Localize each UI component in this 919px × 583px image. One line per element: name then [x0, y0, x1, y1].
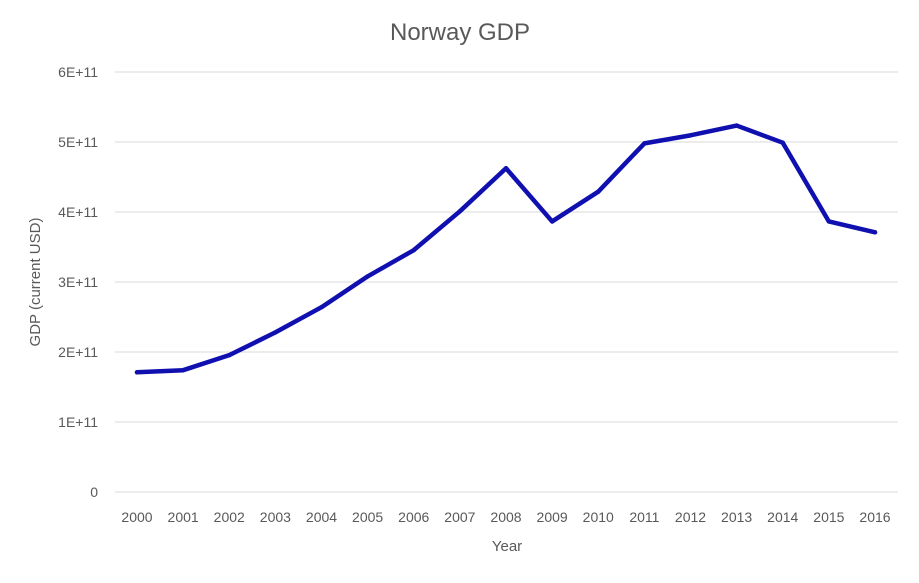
data-point: [457, 209, 463, 214]
x-tick-label: 2004: [306, 509, 337, 525]
data-point: [273, 330, 278, 335]
data-point: [549, 219, 555, 224]
y-tick-label: 0: [90, 484, 98, 500]
gridlines: [115, 71, 898, 493]
series-group: [134, 123, 878, 375]
x-tick-label: 2006: [398, 509, 429, 525]
x-tick-label: 2012: [675, 509, 706, 525]
data-point: [365, 274, 370, 279]
x-tick-label: 2002: [214, 509, 245, 525]
data-point: [503, 166, 509, 171]
y-tick-label: 4E+11: [58, 204, 98, 220]
data-point: [411, 247, 416, 253]
y-tick-label: 6E+11: [58, 64, 98, 80]
x-tick-label: 2010: [583, 509, 614, 525]
data-point: [227, 352, 232, 358]
x-tick-label: 2011: [629, 509, 659, 525]
x-tick-label: 2015: [813, 509, 844, 525]
y-tick-label: 1E+11: [58, 414, 98, 430]
data-point: [734, 123, 739, 128]
data-point: [826, 219, 832, 224]
x-tick-label: 2013: [721, 509, 752, 525]
x-axis-ticks: 2000 2001 2002 2003 2004 2005 2006 2007 2008 2009…: [121, 509, 890, 525]
series-line: [134, 123, 878, 375]
x-tick-label: 2016: [859, 509, 890, 525]
x-tick-label: 2003: [260, 509, 291, 525]
x-tick-label: 2009: [537, 509, 568, 525]
data-point: [134, 370, 140, 375]
x-tick-label: 2000: [121, 509, 152, 525]
y-tick-label: 3E+11: [58, 274, 98, 290]
x-tick-label: 2008: [490, 509, 521, 525]
x-axis-title: Year: [492, 538, 522, 555]
data-point: [180, 368, 186, 373]
data-point: [596, 189, 601, 194]
y-tick-label: 2E+11: [58, 344, 98, 360]
y-tick-label: 5E+11: [58, 134, 98, 150]
y-axis-title: GDP (current USD): [27, 218, 44, 347]
data-point: [642, 141, 647, 146]
data-point: [688, 133, 693, 138]
data-point: [319, 305, 324, 310]
data-point: [780, 140, 785, 145]
chart-title: Norway GDP: [390, 19, 530, 46]
y-axis-ticks: 0 1E+11 2E+11 3E+11 4E+11 5E+11 6E+11: [58, 64, 98, 500]
x-tick-label: 2014: [767, 509, 798, 525]
x-tick-label: 2007: [444, 509, 475, 525]
x-tick-label: 2001: [168, 509, 199, 525]
data-point: [872, 230, 878, 235]
x-tick-label: 2005: [352, 509, 383, 525]
